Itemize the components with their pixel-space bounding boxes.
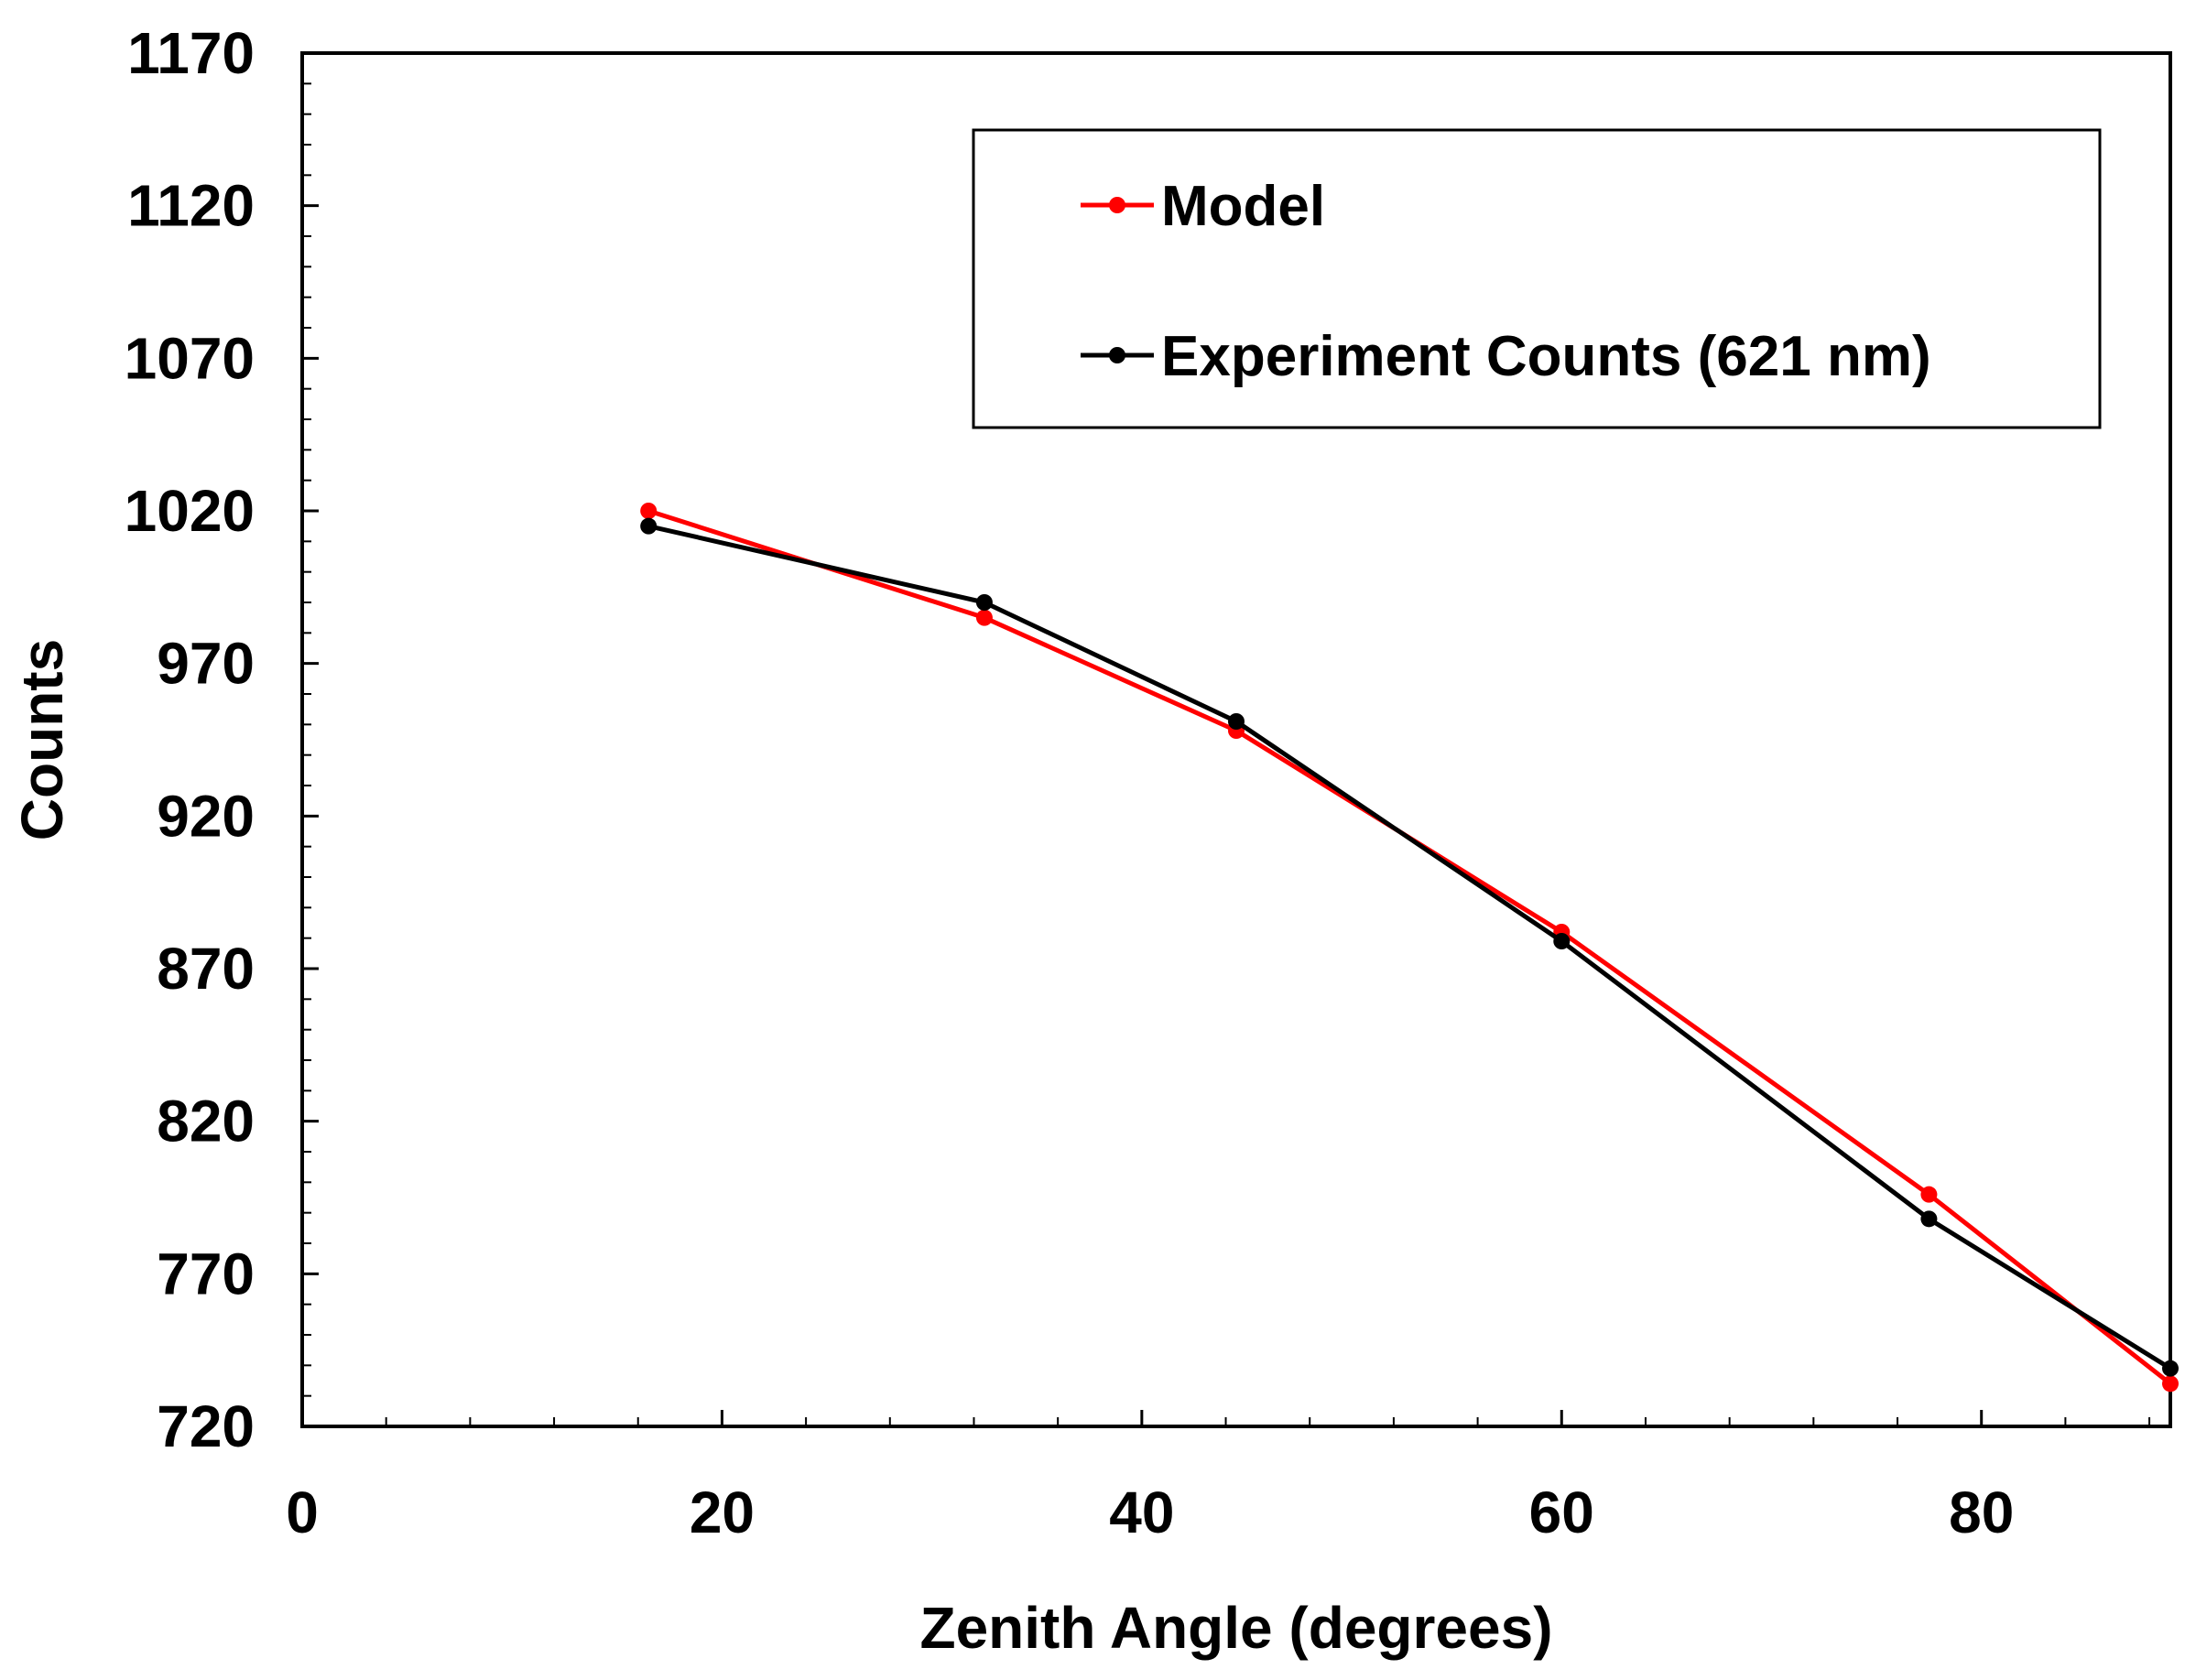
data-point-experiment: [975, 594, 993, 611]
data-point-experiment: [640, 517, 658, 535]
data-point-model: [975, 609, 993, 626]
y-tick-label: 1120: [127, 173, 255, 239]
series-line-experiment: [647, 524, 2172, 1371]
legend-label-experiment: Experiment Counts (621 nm): [1161, 325, 1931, 388]
legend: Model Experiment Counts (621 nm): [972, 128, 2102, 429]
y-tick-label: 820: [157, 1089, 255, 1154]
data-point-experiment: [1920, 1210, 1938, 1228]
y-tick-label: 870: [157, 936, 255, 1002]
data-point-experiment: [1553, 933, 1571, 949]
x-axis: 0 20 40 60 80: [286, 1410, 2151, 1545]
series-layer: [640, 503, 2179, 1393]
data-point-model: [640, 503, 658, 519]
data-point-model: [2162, 1375, 2179, 1393]
series-line-model: [647, 508, 2172, 1386]
y-tick-label: 720: [157, 1393, 255, 1459]
x-tick-label: 40: [1109, 1479, 1174, 1545]
x-axis-title: Zenith Angle (degrees): [919, 1595, 1552, 1661]
x-tick-label: 60: [1529, 1479, 1594, 1545]
x-tick-label: 80: [1949, 1479, 2014, 1545]
y-axis: 720 770 820 870 920 970 1020 1070 1120 1170: [125, 20, 319, 1459]
y-tick-label: 920: [157, 783, 255, 849]
y-tick-label: 1070: [125, 325, 255, 391]
y-tick-label: 1020: [125, 478, 255, 544]
y-tick-label: 1170: [127, 20, 255, 86]
y-axis-title: Counts: [9, 639, 75, 840]
y-tick-label: 970: [157, 631, 255, 697]
legend-label-model: Model: [1161, 175, 1325, 238]
x-tick-label: 20: [690, 1479, 755, 1545]
legend-marker-experiment: [1109, 347, 1125, 363]
data-point-model: [1920, 1186, 1938, 1203]
x-tick-label: 0: [286, 1479, 319, 1545]
data-point-experiment: [2162, 1360, 2179, 1377]
plot-frame: [300, 51, 2172, 1428]
legend-box: [972, 128, 2102, 429]
data-point-experiment: [1228, 713, 1245, 730]
legend-marker-model: [1109, 197, 1125, 213]
y-tick-label: 770: [157, 1241, 255, 1306]
